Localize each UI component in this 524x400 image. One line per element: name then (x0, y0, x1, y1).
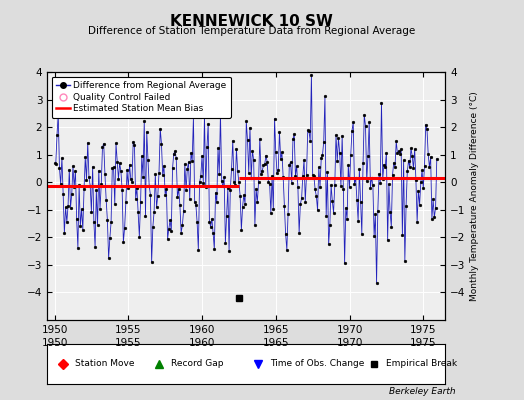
Text: Record Gap: Record Gap (171, 360, 223, 368)
Text: Difference of Station Temperature Data from Regional Average: Difference of Station Temperature Data f… (88, 26, 415, 36)
Legend: Difference from Regional Average, Quality Control Failed, Estimated Station Mean: Difference from Regional Average, Qualit… (52, 76, 231, 118)
Text: 1950: 1950 (41, 338, 68, 348)
Text: Station Move: Station Move (75, 360, 135, 368)
Text: 1955: 1955 (115, 338, 141, 348)
Text: 1970: 1970 (336, 338, 363, 348)
Text: 1975: 1975 (410, 338, 436, 348)
Text: 1965: 1965 (263, 338, 289, 348)
Text: Time of Obs. Change: Time of Obs. Change (270, 360, 365, 368)
Y-axis label: Monthly Temperature Anomaly Difference (°C): Monthly Temperature Anomaly Difference (… (470, 91, 479, 301)
Text: KENNEWICK 10 SW: KENNEWICK 10 SW (170, 14, 333, 29)
Text: 1960: 1960 (189, 338, 215, 348)
Text: Berkeley Earth: Berkeley Earth (389, 387, 456, 396)
Text: Empirical Break: Empirical Break (386, 360, 457, 368)
